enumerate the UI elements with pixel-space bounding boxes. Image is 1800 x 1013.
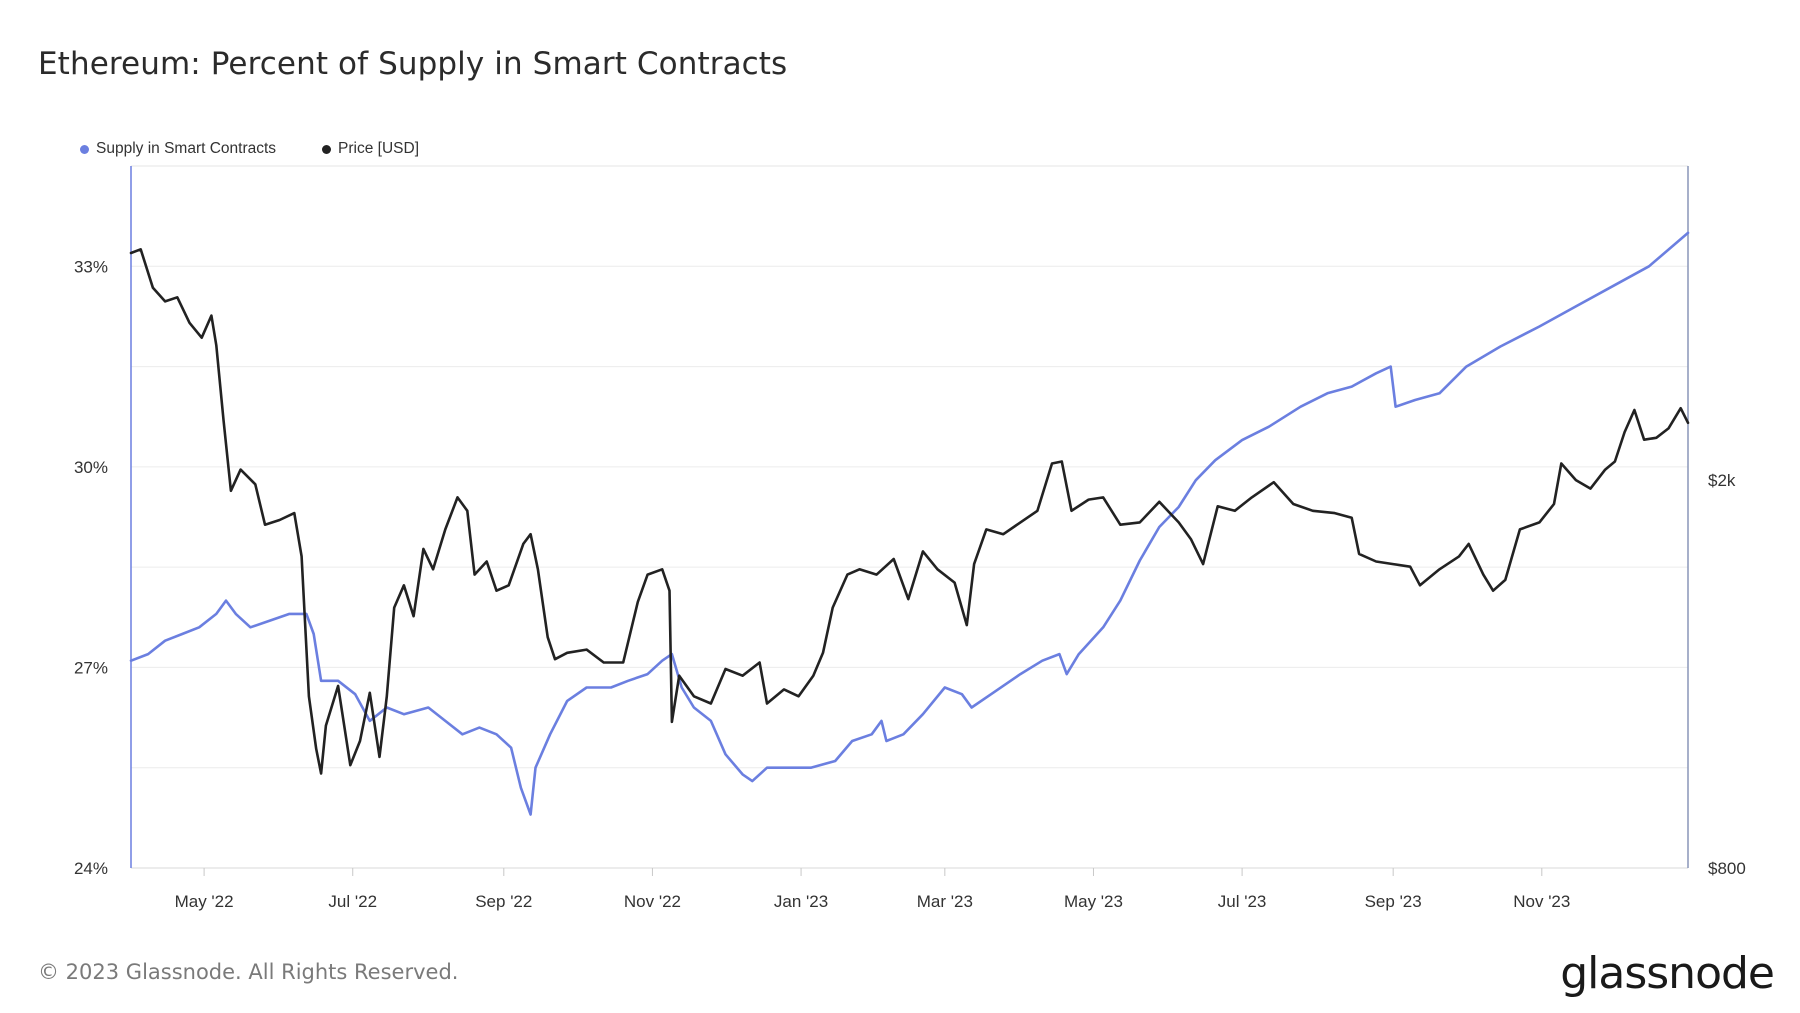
legend-dot-supply	[80, 144, 89, 154]
x-tick-label: Jul '22	[328, 892, 377, 911]
x-tick-label: Nov '23	[1513, 892, 1570, 911]
x-tick-label: Mar '23	[917, 892, 973, 911]
glassnode-logo: glassnode	[1560, 948, 1775, 999]
y-right-tick-label: $800	[1708, 859, 1746, 878]
y-left-tick-label: 33%	[74, 257, 108, 276]
chart-legend: Supply in Smart Contracts Price [USD]	[80, 140, 419, 158]
copyright-footer: © 2023 Glassnode. All Rights Reserved.	[38, 960, 459, 984]
legend-item-supply[interactable]: Supply in Smart Contracts	[80, 140, 276, 158]
y-left-tick-label: 24%	[74, 859, 108, 878]
y-left-tick-label: 30%	[74, 458, 108, 477]
y-right-tick-label: $2k	[1708, 471, 1736, 490]
chart-title: Ethereum: Percent of Supply in Smart Con…	[38, 46, 788, 82]
x-tick-label: Jul '23	[1218, 892, 1267, 911]
series-line-supply	[129, 231, 1690, 816]
x-tick-label: Sep '22	[475, 892, 532, 911]
y-left-tick-label: 27%	[74, 658, 108, 677]
legend-item-price[interactable]: Price [USD]	[322, 140, 419, 158]
series-line-price	[129, 248, 1690, 775]
x-tick-label: Jan '23	[774, 892, 828, 911]
legend-label-supply: Supply in Smart Contracts	[96, 140, 277, 157]
legend-dot-price	[322, 144, 332, 154]
x-tick-label: May '23	[1064, 892, 1123, 911]
x-tick-label: May '22	[175, 892, 234, 911]
legend-label-price: Price [USD]	[338, 140, 420, 157]
x-tick-label: Sep '23	[1365, 892, 1422, 911]
x-tick-label: Nov '22	[624, 892, 681, 911]
